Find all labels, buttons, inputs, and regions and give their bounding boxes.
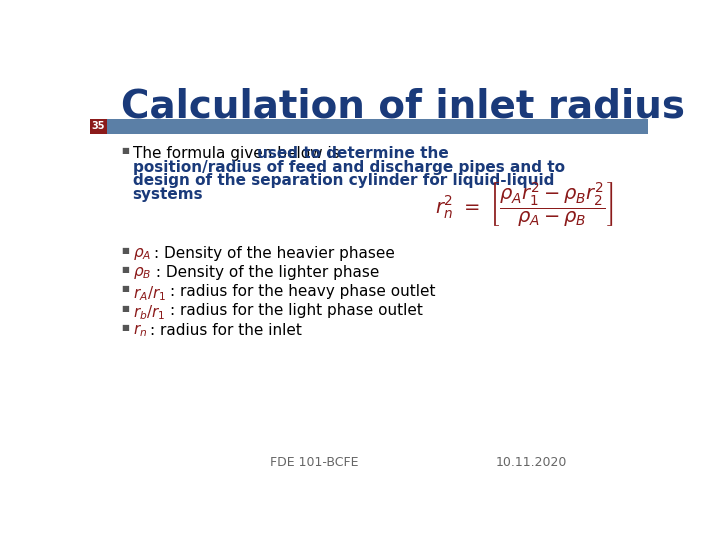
Text: $r_b/r_1$: $r_b/r_1$ <box>132 303 166 322</box>
Text: Calculation of inlet radius: Calculation of inlet radius <box>121 88 685 126</box>
Text: 10.11.2020: 10.11.2020 <box>496 456 567 469</box>
Text: $r_A/r_1$: $r_A/r_1$ <box>132 284 166 303</box>
Text: ■: ■ <box>121 246 129 255</box>
Text: The formula given below is: The formula given below is <box>132 146 344 161</box>
Text: used to determine the: used to determine the <box>256 146 449 161</box>
Text: : radius for the heavy phase outlet: : radius for the heavy phase outlet <box>170 284 436 299</box>
Text: FDE 101-BCFE: FDE 101-BCFE <box>271 456 359 469</box>
Text: : radius for the light phase outlet: : radius for the light phase outlet <box>170 303 423 319</box>
Text: : Density of the heavier phasee: : Density of the heavier phasee <box>154 246 395 261</box>
Text: ■: ■ <box>121 303 129 313</box>
Text: ■: ■ <box>121 284 129 293</box>
Text: : Density of the lighter phase: : Density of the lighter phase <box>151 265 379 280</box>
Text: ■: ■ <box>121 265 129 274</box>
Text: 35: 35 <box>91 122 105 131</box>
Bar <box>90 119 107 134</box>
Text: $\rho_A$: $\rho_A$ <box>132 246 150 262</box>
Text: $r_n^2\ =\ \left[\dfrac{\rho_A r_1^2 - \rho_B r_2^2}{\rho_A - \rho_B}\right]$: $r_n^2\ =\ \left[\dfrac{\rho_A r_1^2 - \… <box>435 180 613 229</box>
Text: ■: ■ <box>121 323 129 332</box>
Text: ■: ■ <box>121 146 129 154</box>
Text: $\rho_B$: $\rho_B$ <box>132 265 151 281</box>
Bar <box>90 119 648 134</box>
Text: systems: systems <box>132 187 203 202</box>
Text: : radius for the inlet: : radius for the inlet <box>150 323 302 338</box>
Text: $r_n$: $r_n$ <box>132 323 147 340</box>
Text: design of the separation cylinder for liquid-liquid: design of the separation cylinder for li… <box>132 173 554 188</box>
Text: position/radius of feed and discharge pipes and to: position/radius of feed and discharge pi… <box>132 159 564 174</box>
